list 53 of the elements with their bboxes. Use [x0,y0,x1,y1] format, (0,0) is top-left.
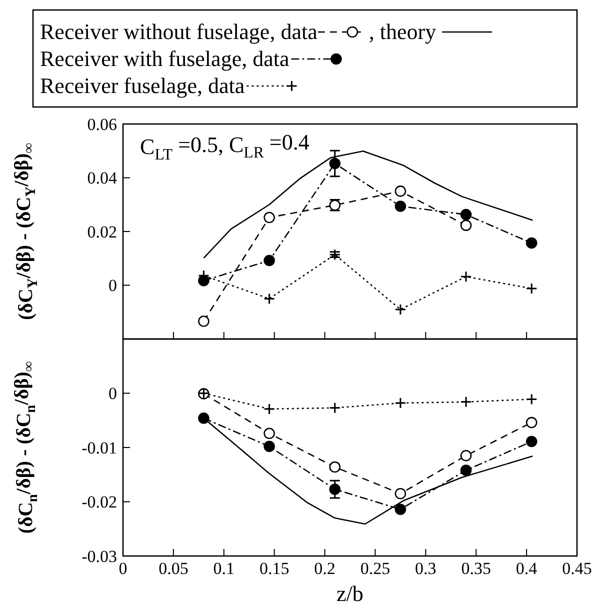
point [264,292,276,304]
y-tick-label: -0.02 [82,492,117,512]
point [198,412,210,424]
point [329,248,341,260]
point [526,282,538,294]
point [460,270,472,282]
x-tick-label: 0.4 [516,559,538,578]
y-tick-label: 0.06 [87,114,117,134]
point [264,212,275,224]
x-tick-label: 0.25 [360,559,390,578]
point [329,461,341,473]
point [526,237,538,249]
x-tick-label: 0.05 [158,559,188,578]
y-tick-label: 0 [108,384,117,404]
point [329,402,341,414]
point [264,428,275,440]
y-tick-label: -0.01 [82,438,117,458]
legend-label: , theory [368,19,436,44]
x-tick-label: 0.3 [415,559,436,578]
point [526,436,538,448]
point [394,504,406,515]
point [460,220,472,231]
point [526,416,538,428]
point [329,484,341,495]
point [394,397,406,409]
point [394,488,406,500]
annotation: C$_{LT}$ =0.5, C$_{LR}$ =0.4 [140,130,310,164]
point [264,254,275,266]
x-tick-label: 0.15 [259,559,290,578]
point [526,393,538,405]
legend-label: Receiver fuselage, data [40,73,245,98]
y-tick-label: 0 [108,276,117,296]
point [264,440,275,452]
point [264,403,276,415]
y-tick-label: 0.04 [87,168,118,188]
x-tick-label: 0.2 [314,559,336,578]
point [394,304,406,316]
x-axis-title: z/b [336,581,364,606]
point [460,450,472,462]
point [460,464,472,476]
point [198,316,210,327]
y-tick-label: 0.02 [87,222,117,242]
x-tick-label: 0.35 [461,559,491,578]
legend-label: Receiver without fuselage, data [40,19,318,44]
point [394,200,406,212]
point [460,396,472,408]
legend-label: Receiver with fuselage, data [40,46,290,71]
x-tick-label: 0.45 [562,559,592,578]
point [329,158,341,170]
y-tick-label: -0.03 [82,546,117,566]
point [394,186,406,197]
point [460,208,472,220]
x-tick-label: 0.1 [213,559,235,578]
